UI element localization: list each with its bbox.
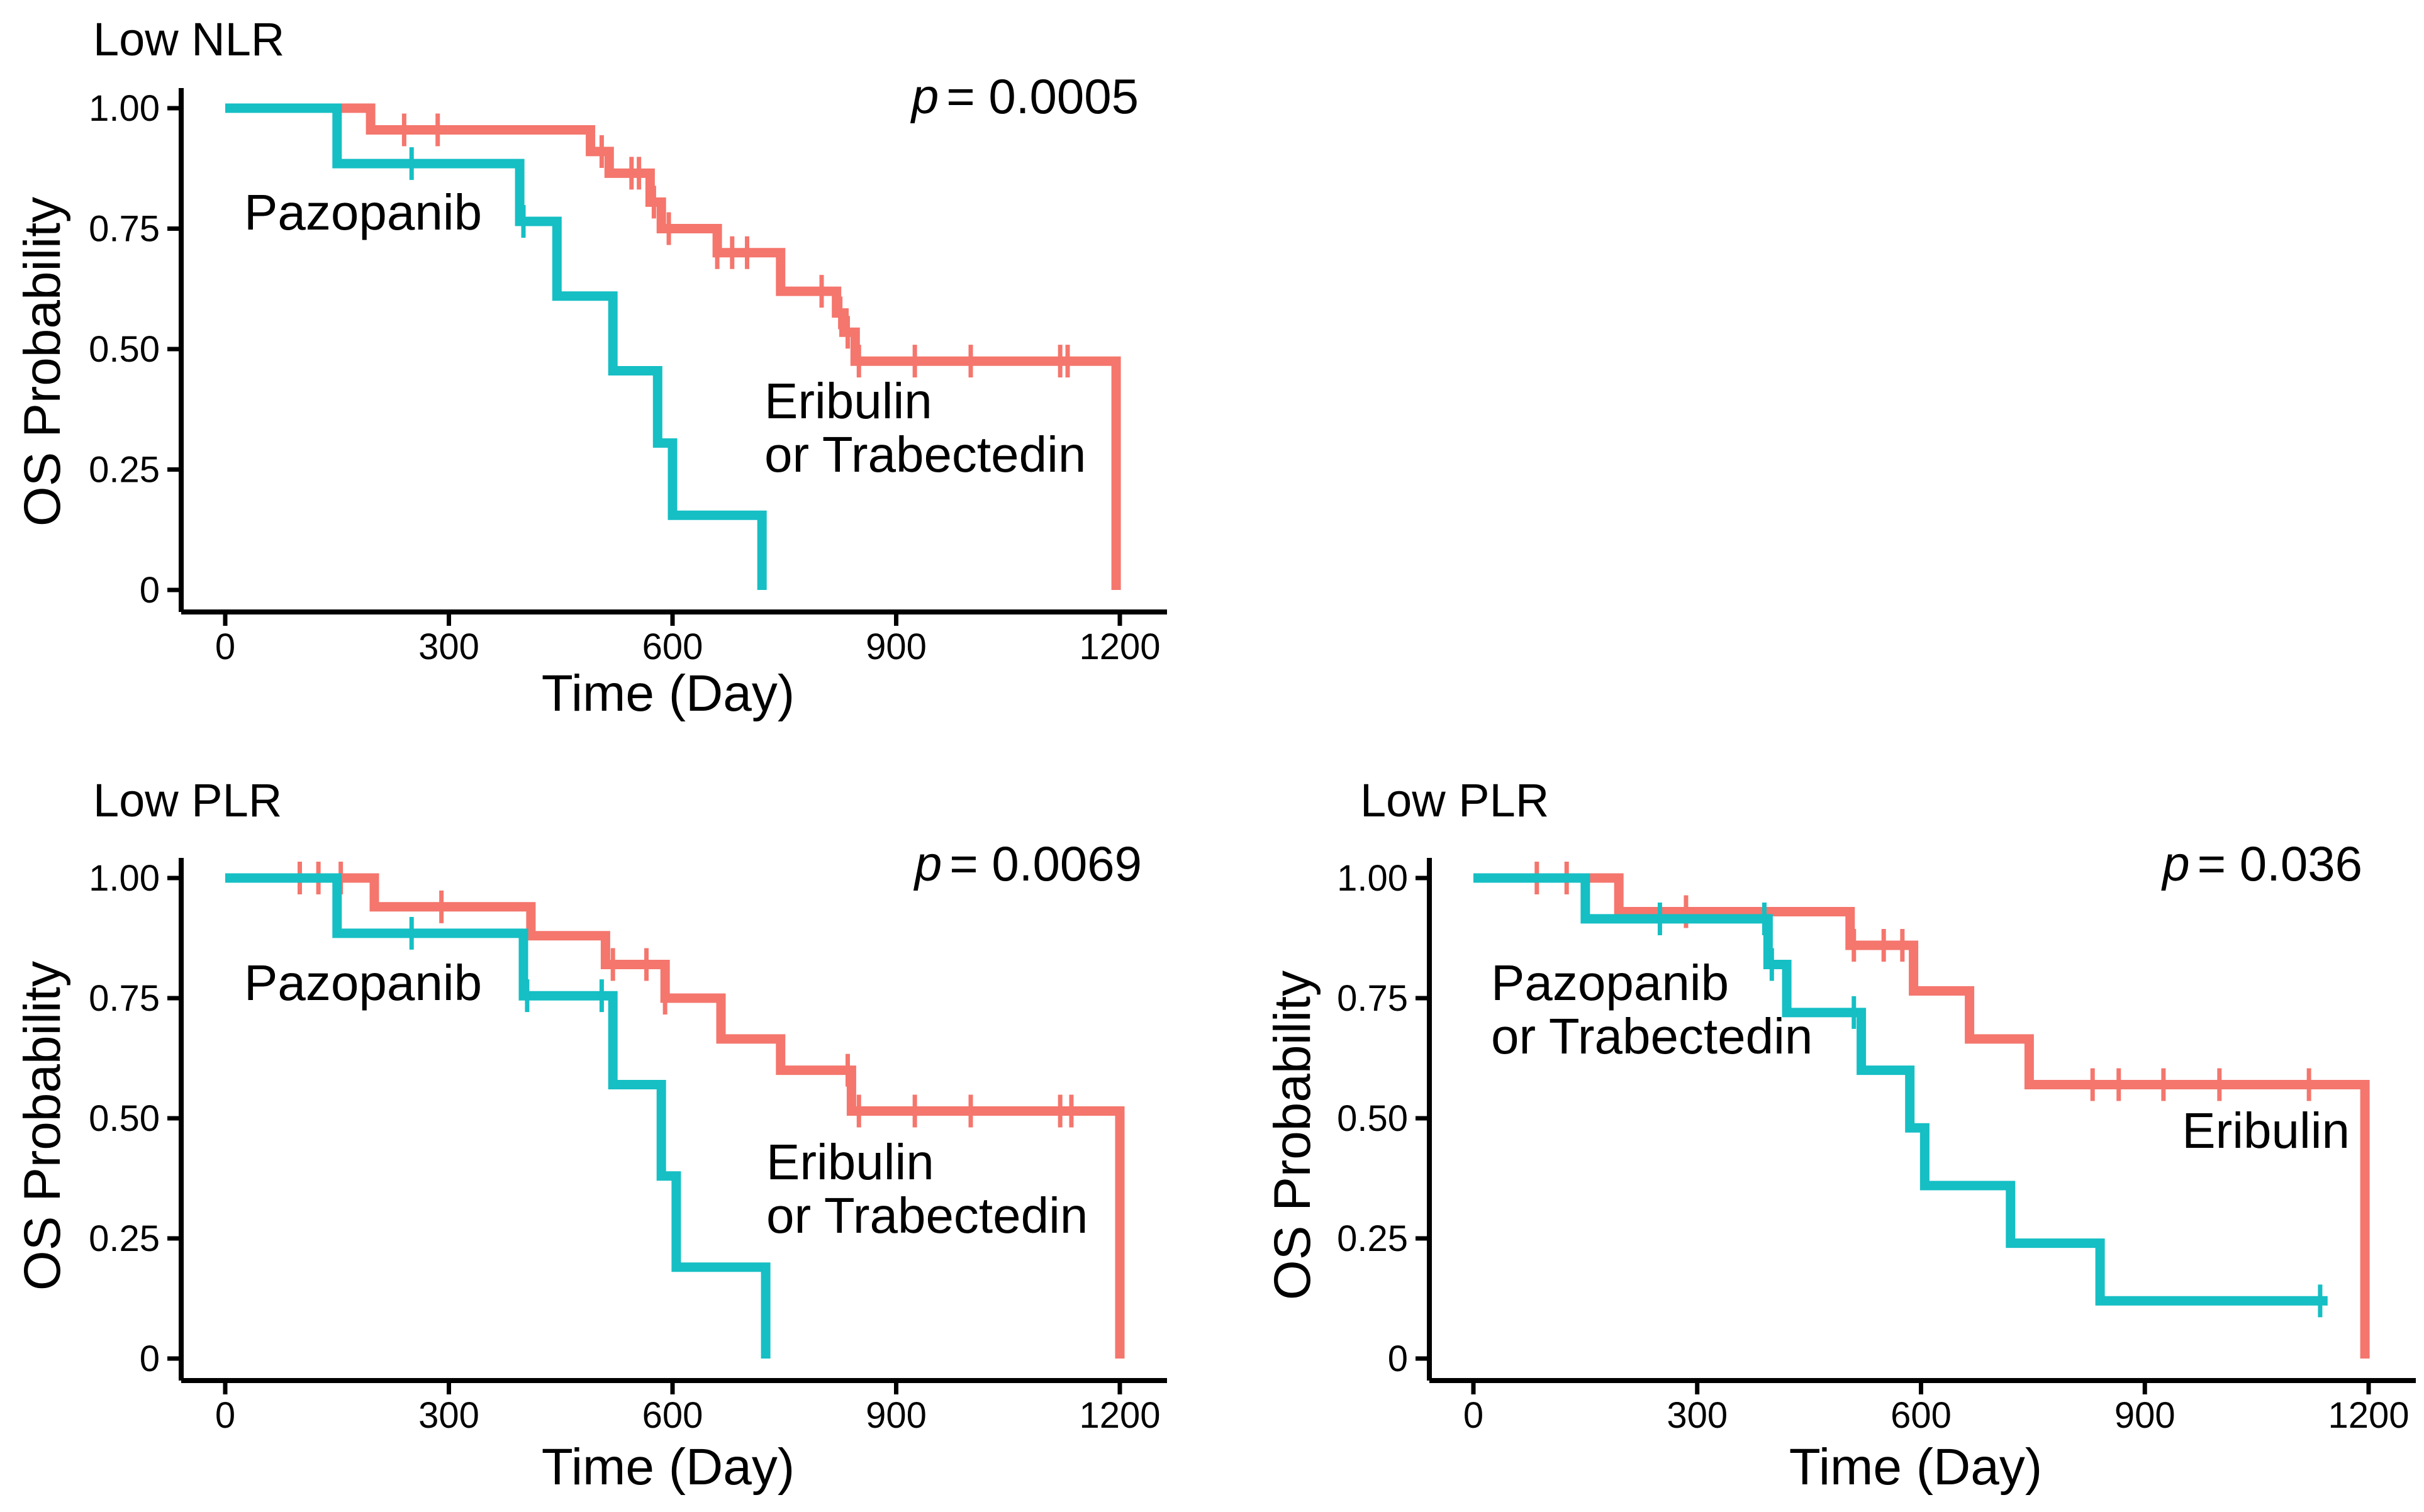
- y-tick-label: 0.25: [1337, 1218, 1408, 1259]
- y-tick-label: 1.00: [89, 88, 160, 129]
- km-curve-eribulin: [1473, 873, 2370, 1359]
- y-tick-label: 0.50: [89, 1098, 160, 1139]
- y-tick-label: 0.50: [1337, 1098, 1408, 1139]
- x-tick-label: 300: [418, 1395, 479, 1436]
- y-tick-label: 0.25: [89, 450, 160, 491]
- x-tick-label: 1200: [1079, 626, 1160, 667]
- series-label-eribulin-or-trabectedin: Eribulin or Trabectedin: [764, 373, 1086, 482]
- y-tick-label: 0.25: [89, 1218, 160, 1259]
- panel-low-nlr: Low NLR p = 0.0005 0 0.25 0.50 0.75 1.00 0 300 6…: [14, 13, 1167, 722]
- x-tick-label: 1200: [1079, 1395, 1160, 1436]
- series-label-pazopanib: Pazopanib: [244, 184, 482, 240]
- p-value-label: p = 0.0069: [913, 836, 1142, 891]
- y-tick-label: 0.50: [89, 329, 160, 370]
- y-tick-label: 0: [1388, 1338, 1408, 1379]
- series-label-line: or Trabectedin: [764, 426, 1086, 482]
- p-value-label: p = 0.036: [2161, 836, 2362, 891]
- series-label-line: Eribulin: [2182, 1103, 2350, 1159]
- x-tick-label: 1200: [2328, 1395, 2409, 1436]
- p-value-prefix: p: [913, 836, 942, 891]
- x-tick-label: 900: [2114, 1395, 2175, 1436]
- plot-area: 0 0.25 0.50 0.75 1.00 0 300 600 900 1200: [89, 88, 1167, 667]
- x-tick-label: 900: [866, 1395, 927, 1436]
- x-axis-label: Time (Day): [542, 665, 795, 722]
- x-tick-label: 600: [642, 626, 703, 667]
- y-tick-label: 0.75: [89, 978, 160, 1019]
- y-axis-label: OS Probability: [14, 961, 71, 1291]
- plot-area: 0 0.25 0.50 0.75 1.00 0 300 600 900 1200: [1337, 858, 2416, 1436]
- series-label-line: Pazopanib: [244, 184, 482, 240]
- panel-low-plr-left: Low PLR p = 0.0069 0 0.25 0.50 0.75 1.00 0 300 6…: [14, 774, 1167, 1496]
- p-value-text: = 0.0005: [946, 69, 1139, 124]
- km-curve-pazopanib: [225, 103, 767, 590]
- x-tick-label: 0: [1463, 1395, 1483, 1436]
- x-tick-label: 0: [215, 626, 235, 667]
- series-label-line: Eribulin: [766, 1134, 934, 1190]
- y-tick-label: 0: [140, 570, 160, 611]
- panel-title: Low PLR: [93, 774, 282, 826]
- panel-low-plr-right: Low PLR p = 0.036 0 0.25 0.50 0.75 1.00 0 300 60…: [1264, 774, 2416, 1496]
- x-tick-label: 300: [418, 626, 479, 667]
- x-tick-label: 300: [1667, 1395, 1728, 1436]
- y-axis-label: OS Probability: [14, 197, 71, 526]
- p-value-text: = 0.0069: [949, 836, 1142, 891]
- series-label-pazopanib-or-trabectedin: Pazopanib or Trabectedin: [1491, 955, 1812, 1064]
- x-tick-label: 600: [642, 1395, 703, 1436]
- km-curve-pazopanib: [225, 873, 771, 1359]
- x-axis-label: Time (Day): [1789, 1438, 2042, 1496]
- y-tick-label: 0.75: [89, 209, 160, 250]
- series-label-line: or Trabectedin: [766, 1187, 1088, 1243]
- y-tick-label: 1.00: [1337, 858, 1408, 899]
- series-label-line: Pazopanib: [1491, 955, 1729, 1011]
- series-label-pazopanib: Pazopanib: [244, 955, 482, 1011]
- panel-title: Low NLR: [93, 13, 284, 65]
- x-axis-label: Time (Day): [542, 1438, 795, 1496]
- panel-title: Low PLR: [1360, 774, 1549, 826]
- x-tick-label: 0: [215, 1395, 235, 1436]
- series-label-eribulin: Eribulin: [2182, 1103, 2350, 1159]
- x-tick-label: 600: [1891, 1395, 1952, 1436]
- p-value-prefix: p: [910, 69, 939, 124]
- series-label-line: or Trabectedin: [1491, 1008, 1812, 1064]
- plot-area: 0 0.25 0.50 0.75 1.00 0 300 600 900 1200: [89, 858, 1167, 1436]
- km-curve-pazopanib-or-trabectedin: [1473, 873, 2328, 1306]
- x-tick-label: 900: [866, 626, 927, 667]
- series-label-line: Pazopanib: [244, 955, 482, 1011]
- y-tick-label: 0: [140, 1338, 160, 1379]
- y-tick-label: 0.75: [1337, 978, 1408, 1019]
- p-value-text: = 0.036: [2198, 836, 2362, 891]
- series-label-line: Eribulin: [764, 373, 932, 429]
- y-tick-label: 1.00: [89, 858, 160, 899]
- series-label-eribulin-or-trabectedin: Eribulin or Trabectedin: [766, 1134, 1088, 1243]
- p-value-label: p = 0.0005: [910, 69, 1139, 124]
- y-axis-label: OS Probability: [1264, 970, 1321, 1300]
- p-value-prefix: p: [2161, 836, 2189, 891]
